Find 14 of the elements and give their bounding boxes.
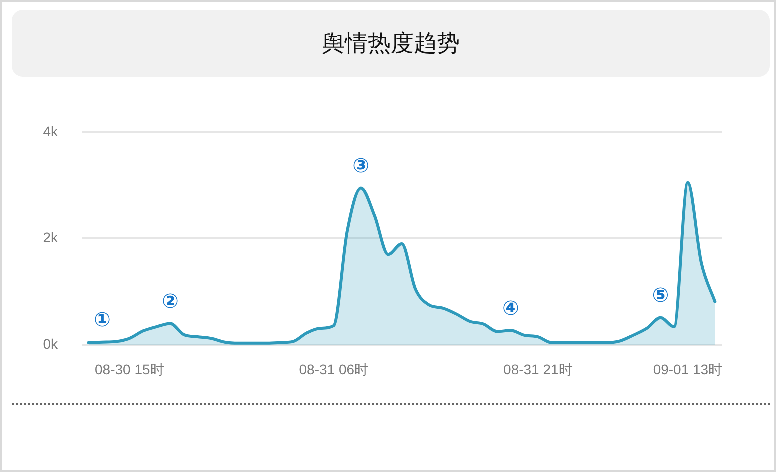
- x-tick-label: 08-30 15时: [95, 361, 164, 378]
- chart-title: 舆情热度趋势: [322, 30, 460, 58]
- header-panel: 舆情热度趋势: [12, 10, 770, 77]
- y-tick-label: 2k: [43, 230, 59, 246]
- annotation: ③: [352, 153, 370, 178]
- annotation: ①: [94, 308, 111, 332]
- annotation: ④: [502, 296, 520, 320]
- annotation: ②: [162, 288, 179, 313]
- x-tick-label: 09-01 13时: [653, 361, 723, 378]
- y-tick-label: 4k: [43, 123, 59, 140]
- x-tick-label: 08-31 21时: [504, 361, 573, 378]
- y-tick-label: 0k: [43, 336, 59, 352]
- x-tick-label: 08-31 06时: [299, 361, 369, 378]
- annotation: ⑤: [652, 283, 670, 308]
